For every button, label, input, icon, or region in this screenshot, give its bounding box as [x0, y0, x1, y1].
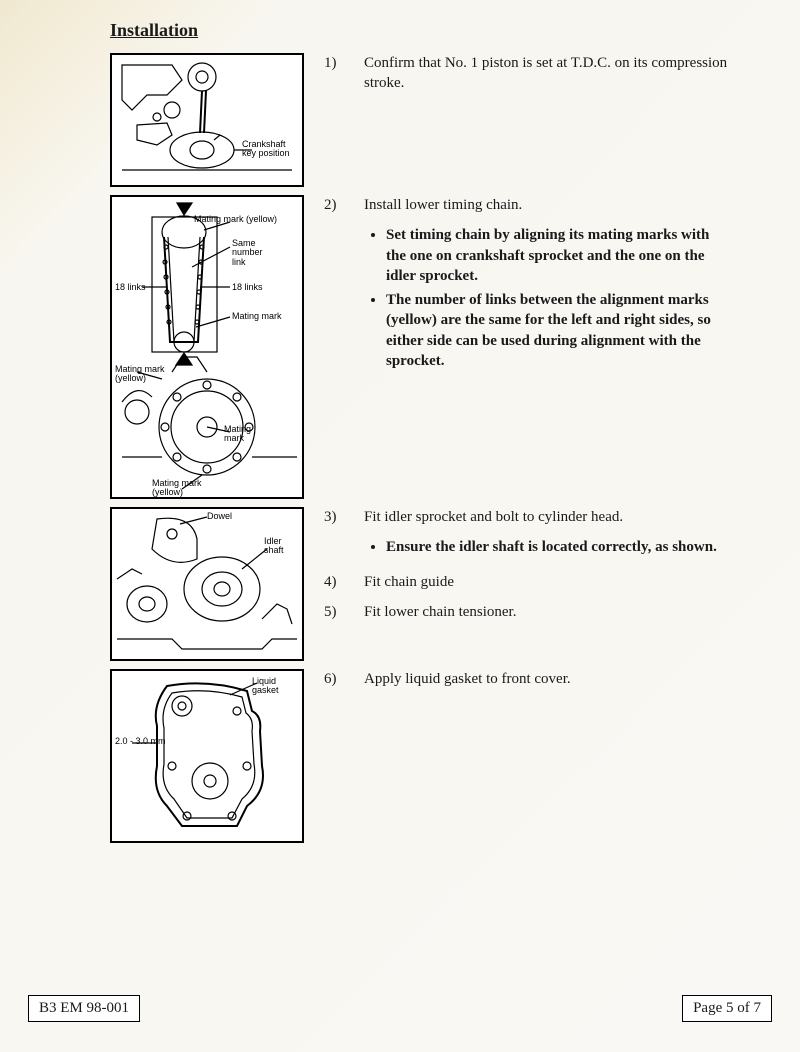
- step-2-num: 2): [324, 195, 364, 215]
- step-2-bullet-1: Set timing chain by aligning its mating …: [386, 225, 730, 286]
- row-step-2: Mating mark (yellow) Same number link 18…: [40, 195, 760, 499]
- fig2-label-mark-r: Mating mark: [232, 312, 282, 321]
- figure-4: Liquid gasket 2.0 - 3.0 mm: [110, 669, 304, 843]
- page-title: Installation: [110, 20, 760, 41]
- step-3-text: Fit idler sprocket and bolt to cylinder …: [364, 509, 623, 525]
- step-4-text: Fit chain guide: [364, 572, 730, 592]
- fig2-label-links-r: 18 links: [232, 283, 263, 292]
- figure-2: Mating mark (yellow) Same number link 18…: [110, 195, 304, 499]
- step-2-bullet-2: The number of links between the alignmen…: [386, 290, 730, 371]
- page-number: Page 5 of 7: [682, 995, 772, 1022]
- fig2-label-top: Mating mark (yellow): [194, 215, 277, 224]
- step-6-text: Apply liquid gasket to front cover.: [364, 669, 730, 689]
- figure-3: Dowel Idler shaft: [110, 507, 304, 661]
- figure-3-svg: [112, 509, 302, 659]
- fig2-label-samelink: Same number link: [232, 239, 277, 267]
- fig4-label-gasket: Liquid gasket: [252, 677, 297, 696]
- step-6-num: 6): [324, 669, 364, 689]
- figure-1: Crankshaft key position: [110, 53, 304, 187]
- doc-reference: B3 EM 98-001: [28, 995, 140, 1022]
- fig3-label-dowel: Dowel: [207, 512, 232, 521]
- fig1-label-crank: Crankshaft key position: [242, 140, 297, 159]
- step-1-text: Confirm that No. 1 piston is set at T.D.…: [364, 53, 730, 94]
- fig2-label-bottom: Mating mark (yellow): [152, 479, 207, 498]
- fig2-label-center: Mating mark: [224, 425, 264, 444]
- step-4-num: 4): [324, 572, 364, 592]
- step-1-num: 1): [324, 53, 364, 73]
- step-2-text: Install lower timing chain.: [364, 197, 522, 213]
- step-3-num: 3): [324, 507, 364, 527]
- row-step-3-5: Dowel Idler shaft 3) Fit idler sprocket …: [40, 507, 760, 661]
- figure-1-svg: [112, 55, 302, 185]
- step-3-bullet-1: Ensure the idler shaft is located correc…: [386, 537, 730, 557]
- fig2-label-mark-l: Mating mark (yellow): [115, 365, 165, 384]
- fig4-label-dim: 2.0 - 3.0 mm: [115, 737, 166, 746]
- step-5-text: Fit lower chain tensioner.: [364, 602, 730, 622]
- figure-4-svg: [112, 671, 302, 841]
- fig2-label-links-l: 18 links: [115, 283, 146, 292]
- row-step-1: Crankshaft key position 1) Confirm that …: [40, 53, 760, 187]
- fig3-label-idler: Idler shaft: [264, 537, 299, 556]
- row-step-6: Liquid gasket 2.0 - 3.0 mm 6) Apply liqu…: [40, 669, 760, 843]
- step-5-num: 5): [324, 602, 364, 622]
